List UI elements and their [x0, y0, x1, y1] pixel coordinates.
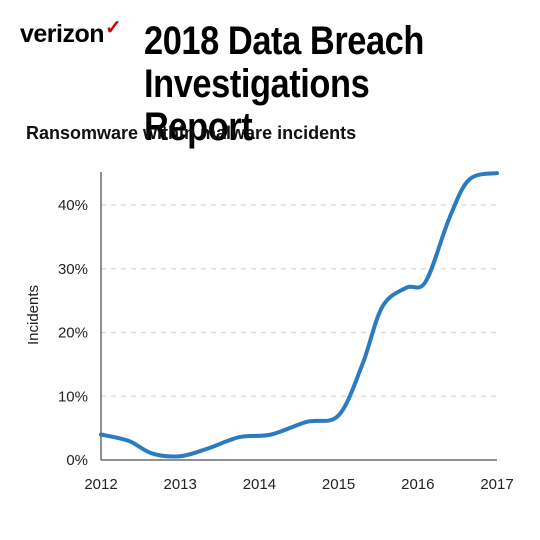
checkmark-icon: ✓	[105, 17, 122, 39]
y-tick-labels: 0% 10% 20% 30% 40%	[58, 197, 88, 469]
series-group	[99, 171, 499, 459]
series-line	[99, 171, 499, 459]
y-tick-label-2: 20%	[58, 325, 88, 342]
y-axis-label: Incidents	[25, 285, 42, 345]
y-tick-label-1: 10%	[58, 388, 88, 405]
x-tick-label-3: 2015	[322, 476, 355, 493]
x-tick-labels: 2012 2013 2014 2015 2016 2017	[84, 476, 513, 493]
brand-name: verizon	[20, 20, 105, 48]
x-tick-label-1: 2013	[164, 476, 197, 493]
axes	[100, 172, 497, 461]
report-title-line1: 2018 Data Breach	[144, 19, 424, 63]
y-tick-label-4: 40%	[58, 197, 88, 214]
report-title: 2018 Data Breach Investigations Report	[144, 20, 479, 149]
grid-lines	[101, 204, 497, 397]
x-tick-label-0: 2012	[84, 476, 117, 493]
report-title-line2: Investigations Report	[144, 62, 370, 149]
x-tick-label-5: 2017	[480, 476, 513, 493]
y-tick-label-3: 30%	[58, 261, 88, 278]
y-tick-label-0: 0%	[66, 452, 88, 469]
x-tick-label-4: 2016	[401, 476, 434, 493]
verizon-logo: verizon✓	[20, 17, 122, 49]
x-tick-label-2: 2014	[243, 476, 276, 493]
chart-title: Ransomware within malware incidents	[26, 123, 357, 143]
